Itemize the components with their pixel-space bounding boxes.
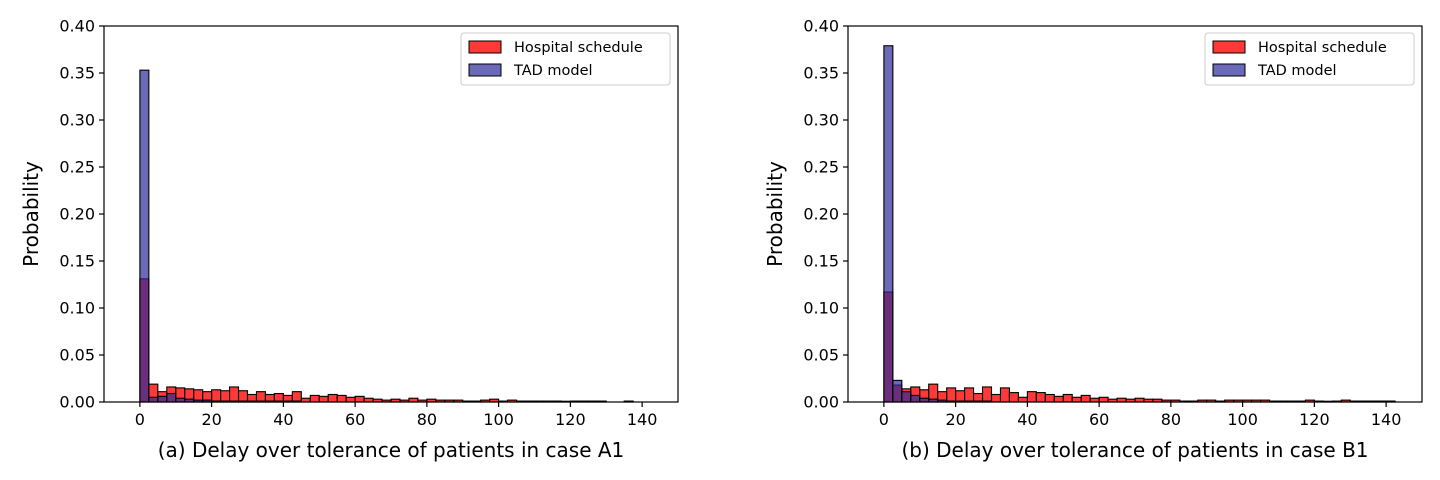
bar [883, 45, 894, 403]
legend-swatch [1212, 63, 1246, 77]
bar [354, 395, 365, 403]
bar [1053, 395, 1064, 403]
x-tick-label: 140 [1371, 410, 1402, 429]
bar [981, 386, 993, 403]
bar [157, 395, 168, 403]
bar [1044, 393, 1055, 403]
y-tick-label: 0.40 [59, 17, 95, 36]
x-tick-label: 0 [135, 410, 145, 429]
bar [345, 396, 356, 403]
chart-panel-a: 0 20 40 60 80 100 120 140 0.00 0.05 0.10 0.15 0.20 0.… [19, 17, 679, 462]
x-tick-label: 60 [345, 410, 365, 429]
legend-label: TAD model [513, 63, 593, 79]
legend: Hospital schedule TAD model [1204, 32, 1415, 86]
y-tick-label: 0.00 [803, 393, 839, 412]
series-hospital-schedule-bars [139, 278, 634, 403]
x-tick-label: 120 [1299, 410, 1330, 429]
bar [1071, 396, 1082, 403]
bar [237, 390, 249, 403]
bar [1008, 392, 1019, 403]
y-tick-label: 0.15 [59, 252, 95, 271]
y-tick-label: 0.05 [59, 346, 95, 365]
bar [327, 393, 338, 403]
legend-box [1204, 32, 1415, 86]
x-tick-label: 0 [879, 410, 889, 429]
legend: Hospital schedule TAD model [460, 32, 671, 86]
x-tick-label: 140 [627, 410, 658, 429]
bar [946, 387, 957, 403]
y-tick-label: 0.30 [59, 111, 95, 130]
legend-swatch [468, 40, 502, 54]
x-tick-label: 80 [417, 410, 437, 429]
bar [1080, 394, 1091, 403]
x-tick-label: 80 [1161, 410, 1181, 429]
bar [1026, 391, 1037, 403]
y-tick-label: 0.10 [803, 299, 839, 318]
y-tick-label: 0.30 [803, 111, 839, 130]
chart-panel-b: 0 20 40 60 80 100 120 140 0.00 0.05 0.10 0.15 0.20 0.… [763, 17, 1423, 462]
y-tick-label: 0.25 [59, 158, 95, 177]
y-tick-label: 0.40 [803, 17, 839, 36]
x-tick-label: 100 [483, 410, 514, 429]
bar [1035, 392, 1046, 403]
series-tad-model-bars [139, 69, 302, 403]
x-tick-label: 60 [1089, 410, 1109, 429]
bar [148, 396, 159, 403]
bar [955, 390, 966, 403]
x-tick-label: 20 [945, 410, 965, 429]
x-tick-label: 40 [273, 410, 293, 429]
y-tick-label: 0.10 [59, 299, 95, 318]
bar [901, 391, 912, 403]
bar [229, 386, 240, 403]
y-tick-label: 0.15 [803, 252, 839, 271]
legend-swatch [468, 63, 502, 77]
bar [999, 387, 1010, 403]
bar [309, 394, 320, 403]
y-tick-label: 0.20 [59, 205, 95, 224]
legend-swatch [1212, 40, 1246, 54]
x-tick-label: 100 [1227, 410, 1258, 429]
bar [318, 395, 329, 403]
legend-label: TAD model [1257, 63, 1337, 79]
y-tick-label: 0.25 [803, 158, 839, 177]
bar [964, 387, 975, 403]
legend-label: Hospital schedule [1258, 40, 1387, 56]
bar [1062, 393, 1073, 403]
x-tick-label: 40 [1017, 410, 1037, 429]
series-hospital-schedule-bars [883, 291, 1396, 403]
bar [166, 392, 177, 403]
bar [336, 394, 347, 403]
bar [211, 389, 222, 403]
y-tick-label: 0.20 [803, 205, 839, 224]
y-tick-label: 0.35 [59, 64, 95, 83]
bar [139, 69, 150, 403]
x-tick-label: 120 [555, 410, 586, 429]
y-tick-label: 0.00 [59, 393, 95, 412]
bar [1017, 396, 1028, 403]
y-tick-label: 0.05 [803, 346, 839, 365]
bar [892, 379, 903, 403]
x-axis-label: (b) Delay over tolerance of patients in … [901, 438, 1368, 462]
y-tick-label: 0.35 [803, 64, 839, 83]
bar [255, 391, 266, 403]
bar [990, 393, 1002, 403]
y-axis-label: Probability [763, 161, 787, 267]
x-tick-label: 20 [201, 410, 221, 429]
bar [220, 390, 231, 403]
bar [291, 391, 302, 403]
legend-box [460, 32, 671, 86]
series-tad-model-bars [883, 45, 993, 403]
legend-label: Hospital schedule [514, 40, 643, 56]
bar [910, 394, 921, 403]
y-axis-label: Probability [19, 161, 43, 267]
x-axis-label: (a) Delay over tolerance of patients in … [158, 438, 625, 462]
bar [1098, 396, 1109, 403]
